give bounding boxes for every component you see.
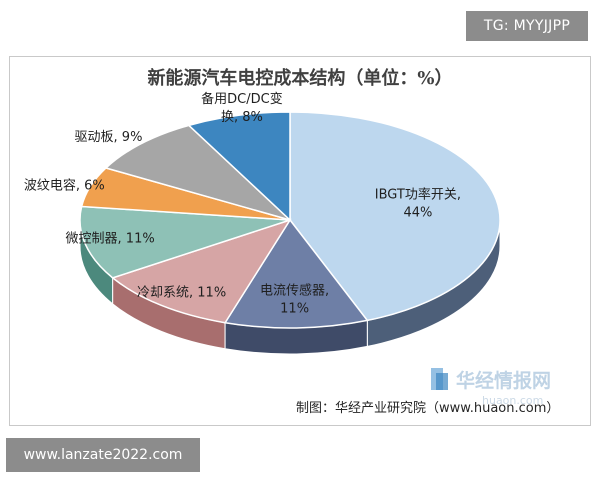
brand-logo: 华经情报网 huaon.com: [431, 368, 551, 407]
chart-title: 新能源汽车电控成本结构（单位：%）: [147, 67, 452, 89]
pie-data-label: IBGT功率开关, 44%: [375, 186, 461, 220]
pie-labels: IBGT功率开关, 44% 电流传感器, 11% 冷却系统, 11% 微控制器, 11% 波…: [24, 91, 461, 317]
pie-data-label: 冷却系统, 11%: [137, 286, 226, 301]
bottom-watermark-badge: www.lanzate2022.com: [6, 438, 200, 472]
pie-data-label: 备用DC/DC变换, 8%: [201, 91, 283, 125]
pie-slice: [223, 218, 369, 329]
pie-slice: [79, 205, 291, 279]
pie-slice: [289, 111, 501, 322]
pie-data-label: 电流传感器, 11%: [260, 283, 329, 317]
brand-name: 华经情报网: [456, 369, 551, 392]
top-watermark-badge: TG: MYYJJPP: [466, 11, 588, 41]
pie-data-label: 驱动板, 9%: [75, 130, 143, 145]
source-note: 制图：华经产业研究院（www.huaon.com）: [296, 401, 559, 416]
brand-url: huaon.com: [482, 394, 543, 407]
pie-data-label: 微控制器, 11%: [66, 231, 155, 246]
pie-slice: [187, 111, 291, 222]
pie-slices: [79, 111, 501, 355]
pie-slice: [111, 218, 292, 324]
pie-slice: [104, 124, 291, 221]
pie-data-label: 波纹电容, 6%: [24, 177, 105, 193]
